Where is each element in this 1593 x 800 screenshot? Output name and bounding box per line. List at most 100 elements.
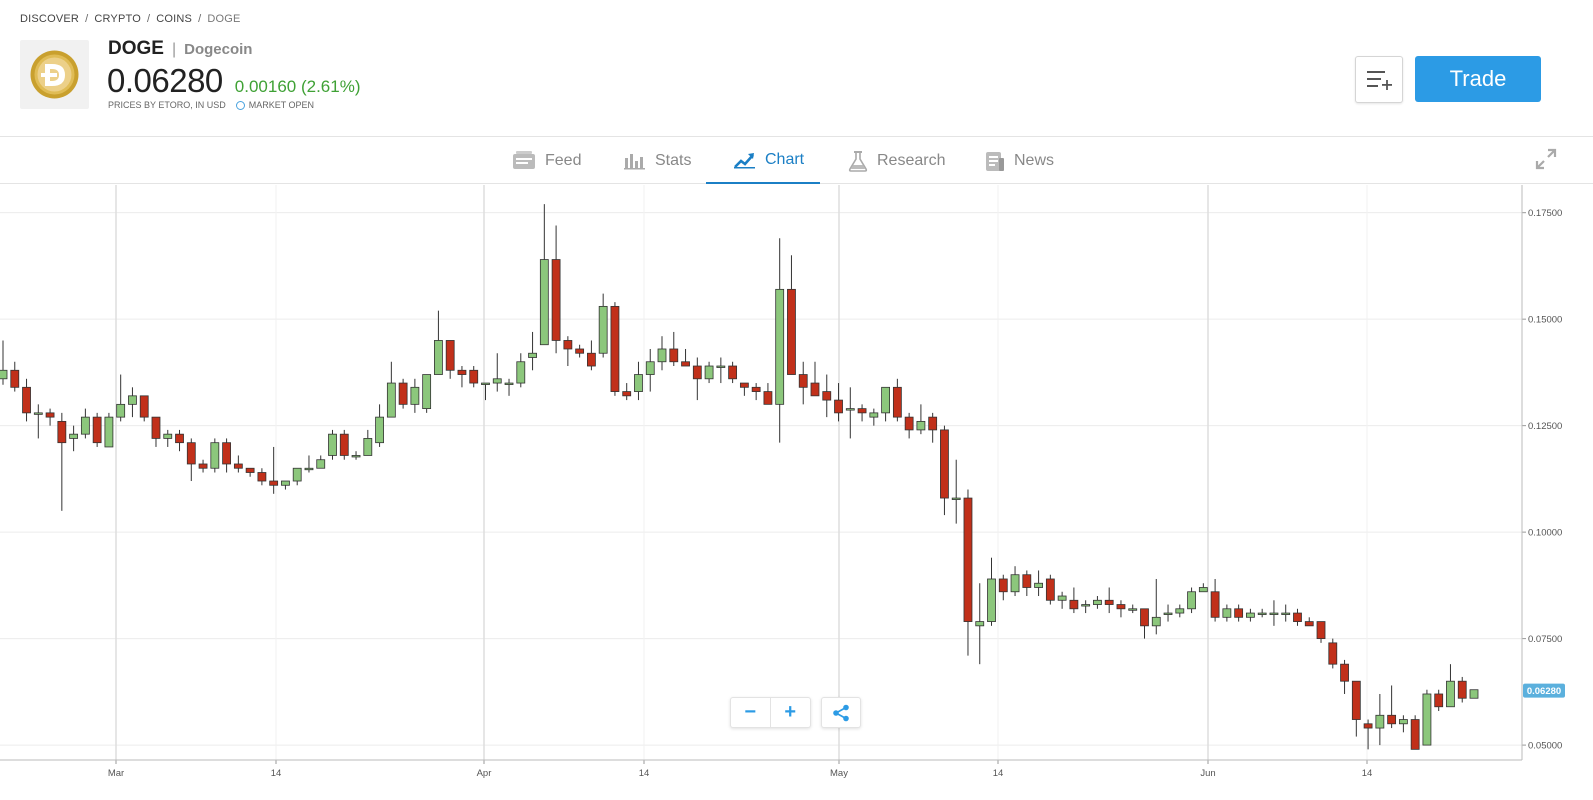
add-to-watchlist-button[interactable] [1355,56,1403,103]
tab-chart[interactable]: Chart [706,137,820,184]
candle-body [892,386,902,418]
candle-body [669,348,679,363]
share-icon [833,704,849,721]
breadcrumb-crypto[interactable]: CRYPTO [94,13,141,25]
candle-body [104,416,114,448]
candle-body [92,416,102,444]
candle-body [1434,693,1444,708]
candle-body [1375,714,1385,729]
candle-body [610,305,620,392]
candle-body [351,455,361,458]
price-row: 0.06280 0.00160 (2.61%) [107,62,361,100]
candle-body [845,408,855,411]
candle-body [198,463,208,469]
trade-button[interactable]: Trade [1415,56,1541,102]
candle-body [328,433,337,456]
fullscreen-expand-icon[interactable] [1535,148,1557,170]
candle-body [598,305,608,354]
tab-label: Stats [655,151,692,169]
x-tick-label: Apr [477,768,492,779]
zoom-out-button[interactable]: − [731,698,771,727]
candle-body [1387,714,1397,725]
breadcrumb-discover[interactable]: DISCOVER [20,13,80,25]
candle-body [1351,680,1361,720]
candle-body [1128,608,1138,611]
candle-body [751,386,761,392]
candle-body [940,429,949,499]
candle-body [1104,599,1114,605]
candle-body [563,340,573,350]
candle-body [1269,612,1279,615]
asset-name: Dogecoin [184,41,253,58]
breadcrumb-coins[interactable]: COINS [156,13,193,25]
zoom-in-button[interactable]: + [784,701,797,723]
candle-body [1422,693,1432,746]
candle-body [139,395,149,418]
title-divider: | [171,41,177,58]
candle-body [763,391,773,405]
candle-body [233,463,243,469]
candle-body [175,433,184,444]
candle-body [1410,719,1420,750]
candle-body [1222,608,1232,618]
candle-body [1234,608,1244,618]
candle-body [128,395,137,405]
candle-body [1469,689,1479,699]
candle-body [622,391,632,397]
candle-body [634,374,643,392]
tab-news[interactable]: News [985,137,1054,184]
candle-body [951,497,961,500]
dogecoin-logo [20,40,89,109]
candle-body [645,361,655,375]
candle-body [210,442,220,469]
clock-icon [235,100,245,110]
candle-body [998,578,1008,593]
candlestick-chart-svg[interactable]: 0.17500 0.15000 0.12500 0.10000 0.07500 0.050… [0,185,1593,800]
candle-body [975,621,985,627]
candle-body [257,472,267,482]
candle-body [1151,616,1161,627]
y-tick-label: 0.17500 [1528,208,1562,219]
candle-body [1010,574,1020,593]
tab-stats[interactable]: Stats [624,137,691,184]
last-price-tag [1523,683,1565,698]
candle-body [22,386,31,414]
candle-body [1340,663,1349,682]
candle-body [704,365,714,380]
candle-body [1175,608,1185,614]
candle-body [504,382,514,385]
candle-body [516,361,526,384]
candle-body [1446,680,1455,708]
tab-label: Research [877,151,946,169]
last-price-label: 0.06280 [1527,686,1561,697]
candle-body [1116,604,1126,610]
price-chart[interactable]: 0.17500 0.15000 0.12500 0.10000 0.07500 0.050… [0,185,1593,800]
tab-label: Feed [545,151,582,169]
candle-body [681,361,690,367]
candle-body [1210,591,1220,618]
candle-body [822,391,832,401]
price-source: PRICES BY ETORO, IN USD [108,100,226,110]
candle-body [798,374,808,388]
candle-body [787,288,796,375]
asset-title: DOGE | Dogecoin [108,38,252,60]
share-button[interactable] [821,697,861,728]
feed-icon [513,150,535,169]
candle-body [1198,587,1208,593]
asset-symbol: DOGE [108,38,164,59]
candle-body [1363,723,1373,729]
tab-feed[interactable]: Feed [512,137,581,184]
candle-body [904,416,914,431]
candle-body [316,459,326,469]
research-icon [848,150,868,172]
y-tick-label: 0.05000 [1528,741,1562,752]
candle-body [292,467,302,482]
tab-research[interactable]: Research [848,137,945,184]
market-status-label: MARKET OPEN [248,100,315,110]
chart-icon [734,152,755,168]
candle-body [304,467,314,471]
stats-icon [624,153,645,169]
candle-body [469,369,479,384]
candle-body [834,399,843,414]
candle-body [528,352,537,358]
